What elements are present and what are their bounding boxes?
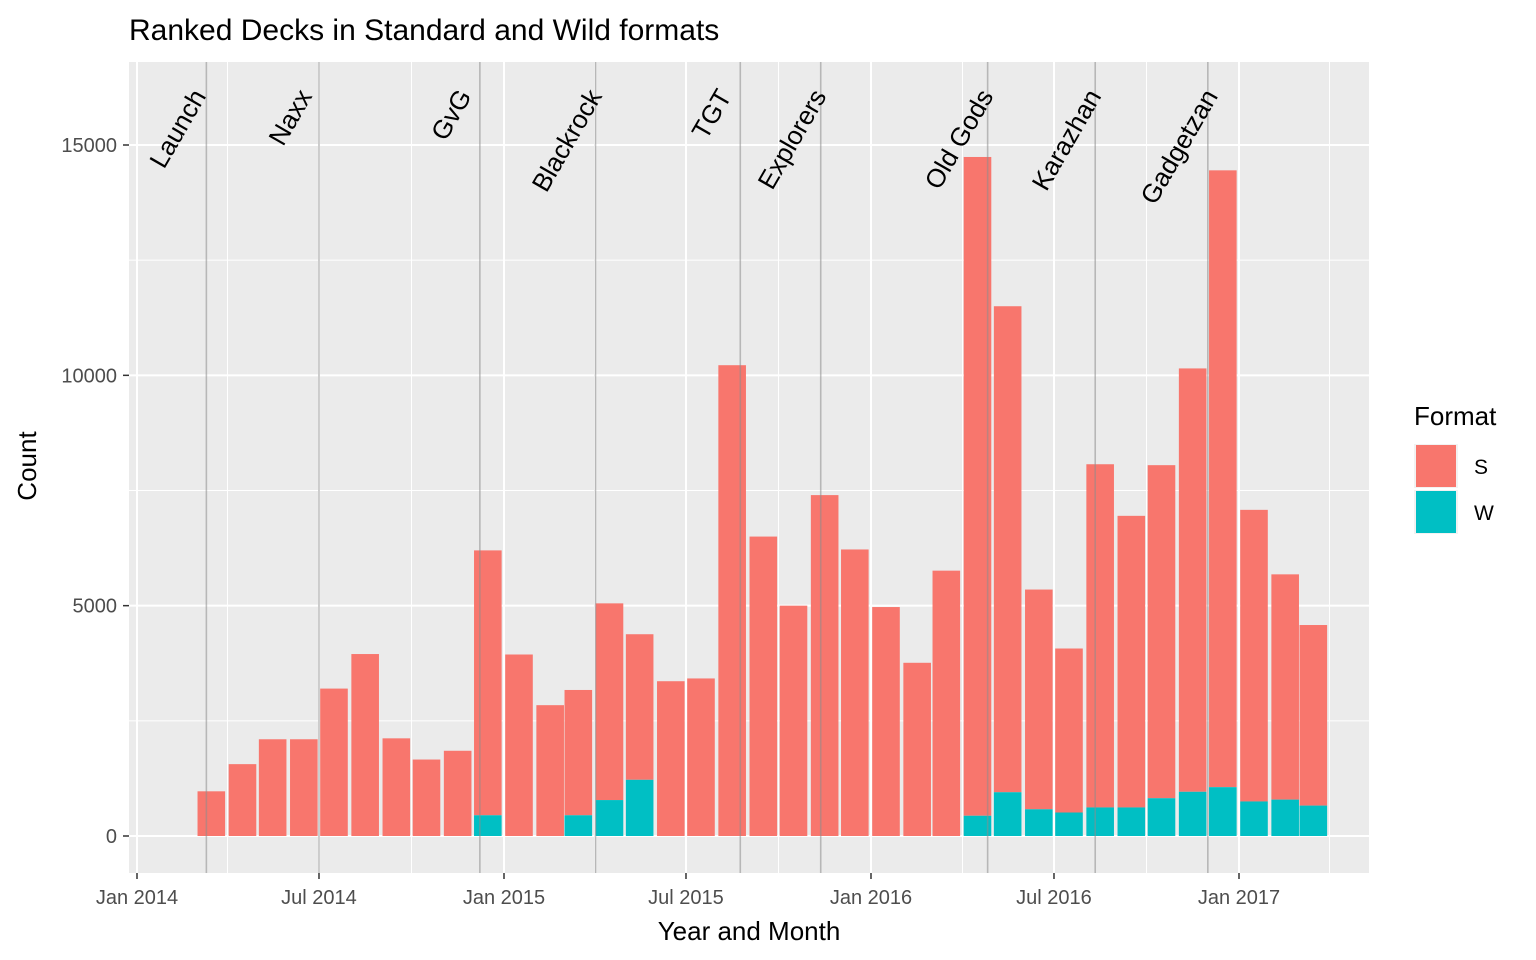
bar-s: [749, 536, 778, 836]
bar-w: [1240, 801, 1268, 836]
bar-s: [779, 605, 808, 836]
legend-label: S: [1474, 456, 1488, 479]
legend: Format SW: [1414, 401, 1497, 534]
legend-swatch-w: [1416, 491, 1456, 533]
bar-s: [1117, 515, 1146, 808]
bar-s: [963, 156, 992, 816]
bar-w: [1209, 787, 1237, 836]
bar-s: [841, 549, 869, 836]
bar-s: [932, 570, 961, 836]
bar-s: [474, 550, 502, 816]
y-axis: 0 5000 10000 15000: [61, 135, 129, 848]
bar-s: [625, 634, 654, 780]
bar-s: [564, 689, 593, 816]
bar-s: [1055, 648, 1083, 813]
x-axis-title: Year and Month: [658, 916, 841, 946]
bar-w: [595, 800, 624, 836]
bar-s: [1147, 465, 1176, 799]
x-tick-label: Jul 2016: [1016, 887, 1092, 909]
y-tick-label: 10000: [61, 365, 117, 387]
bars: [197, 156, 1328, 836]
bar-s: [382, 738, 411, 836]
y-axis-title: Count: [12, 431, 42, 501]
y-tick-label: 0: [106, 826, 117, 848]
bar-w: [1025, 809, 1053, 836]
bar-w: [1299, 805, 1328, 836]
x-tick-label: Jan 2016: [830, 887, 912, 909]
legend-title: Format: [1414, 401, 1497, 431]
x-axis: Jan 2014 Jul 2014 Jan 2015 Jul 2015 Jan 2016…: [96, 873, 1280, 909]
bar-s: [595, 603, 624, 801]
bar-s: [351, 654, 379, 836]
bar-s: [505, 654, 533, 836]
bar-w: [1117, 807, 1146, 836]
x-tick-label: Jan 2014: [96, 887, 178, 909]
bar-w: [1086, 807, 1114, 836]
bar-s: [903, 662, 931, 836]
bar-s: [320, 688, 348, 836]
bar-w: [963, 815, 992, 836]
bar-w: [1271, 799, 1299, 836]
x-tick-label: Jul 2015: [648, 887, 724, 909]
bar-w: [564, 815, 593, 836]
bar-s: [1240, 509, 1268, 802]
x-tick-label: Jul 2014: [281, 887, 357, 909]
legend-label: W: [1474, 502, 1494, 525]
x-tick-label: Jan 2015: [463, 887, 545, 909]
legend-swatch-s: [1416, 445, 1456, 487]
event-lines: [205, 62, 1209, 873]
bar-s: [1025, 589, 1053, 810]
bar-s: [1086, 464, 1114, 808]
bar-s: [443, 750, 472, 836]
bar-w: [474, 815, 502, 836]
bar-s: [1178, 368, 1207, 792]
bar-w: [1055, 812, 1083, 836]
x-tick-label: Jan 2017: [1198, 887, 1280, 909]
bar-s: [810, 495, 839, 836]
bar-s: [197, 791, 226, 836]
bar-w: [1147, 798, 1176, 836]
bar-s: [258, 739, 287, 836]
bar-s: [718, 365, 746, 836]
bar-s: [872, 607, 900, 836]
bar-s: [687, 678, 715, 836]
bar-w: [625, 779, 654, 836]
bar-s: [1299, 625, 1328, 806]
bar-s: [290, 739, 318, 836]
bar-w: [993, 792, 1022, 836]
bar-s: [536, 705, 564, 836]
bar-s: [993, 306, 1022, 793]
bar-s: [412, 759, 441, 836]
chart-title: Ranked Decks in Standard and Wild format…: [129, 14, 719, 47]
y-tick-label: 5000: [73, 596, 118, 618]
bar-w: [1178, 791, 1207, 836]
bar-s: [1209, 170, 1237, 788]
bar-s: [228, 764, 257, 836]
y-tick-label: 15000: [61, 135, 117, 157]
bar-s: [1271, 574, 1299, 800]
bar-s: [657, 681, 685, 836]
